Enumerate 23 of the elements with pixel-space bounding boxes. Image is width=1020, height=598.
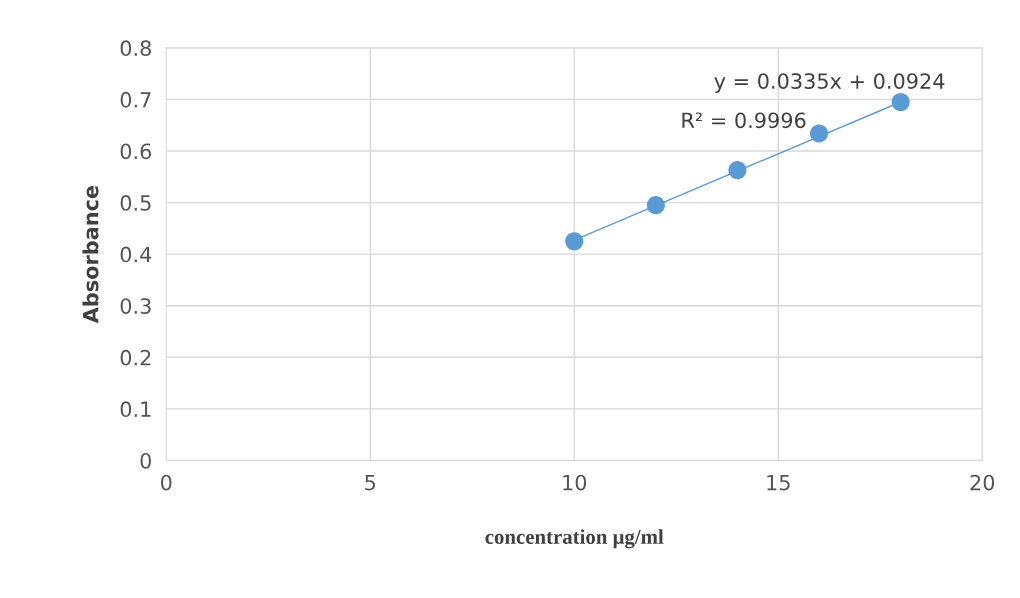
y-tick-label: 0.1 xyxy=(120,401,151,418)
point xyxy=(810,124,829,143)
y-tick-label: 0.3 xyxy=(120,298,151,314)
point xyxy=(728,161,747,180)
x-tick-label: 10 xyxy=(563,474,587,491)
y-axis-title: Absorbance xyxy=(82,186,99,324)
point xyxy=(565,232,584,251)
y-tick-label: 0.8 xyxy=(120,40,151,57)
point xyxy=(646,196,665,215)
y-tick-label: 0.2 xyxy=(120,349,151,366)
annotation: y = 0.0335x + 0.0924 xyxy=(714,73,945,93)
x-tick-label: 15 xyxy=(767,474,790,491)
y-tick-label: 0.4 xyxy=(120,246,152,263)
y-tick-label: 0.5 xyxy=(120,195,151,211)
x-axis-title: concentration μg/ml xyxy=(485,529,664,549)
point xyxy=(891,92,910,112)
x-tick-label: 5 xyxy=(365,474,376,491)
y-tick-label: 0 xyxy=(140,452,151,469)
x-tick-label: 0 xyxy=(161,474,172,491)
y-tick-label: 0.6 xyxy=(120,143,152,160)
x-tick-label: 20 xyxy=(970,474,995,491)
annotation: R² = 0.9996 xyxy=(682,112,806,129)
y-tick-label: 0.7 xyxy=(120,91,151,108)
